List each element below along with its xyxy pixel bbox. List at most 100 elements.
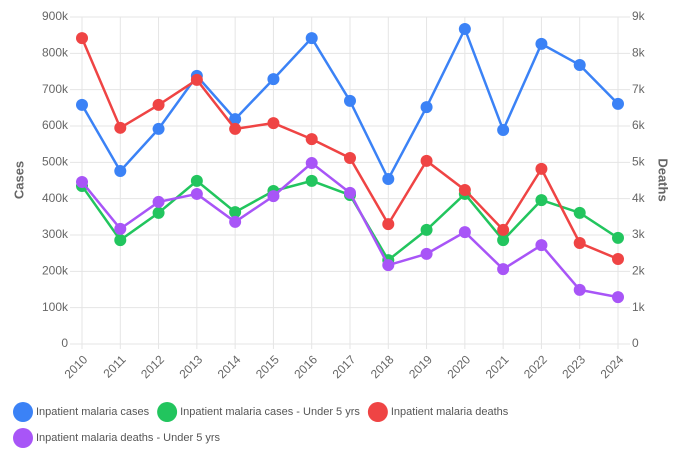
data-point (612, 97, 624, 110)
data-point (344, 151, 356, 164)
x-tick-label: 2017 (330, 352, 359, 381)
data-point (305, 133, 318, 146)
y-tick-label: 200k (42, 264, 69, 278)
legend-item: Inpatient malaria cases (13, 402, 150, 422)
legend-item: Inpatient malaria deaths - Under 5 yrs (13, 428, 221, 448)
data-point (190, 174, 203, 187)
data-point (420, 247, 433, 260)
data-point (76, 175, 88, 188)
data-point (612, 291, 624, 304)
data-point (267, 190, 280, 203)
y-tick-label: 300k (42, 227, 69, 241)
y2-tick-label: 6k (632, 118, 646, 132)
data-point (114, 165, 127, 178)
data-point (458, 22, 471, 35)
legend-swatch (13, 402, 33, 422)
y2-tick-label: 7k (632, 82, 646, 96)
data-point (152, 206, 165, 219)
data-point (420, 101, 433, 114)
x-tick-label: 2012 (138, 352, 167, 381)
y2-tick-label: 9k (632, 9, 646, 23)
y2-tick-label: 8k (632, 46, 646, 60)
data-point (382, 218, 395, 231)
legend-swatch (13, 428, 33, 448)
x-tick-label: 2010 (62, 352, 91, 381)
y2-tick-label: 2k (632, 264, 646, 278)
x-tick-label: 2022 (521, 352, 550, 381)
data-point (267, 117, 280, 130)
data-point (382, 259, 395, 272)
legend-label: Inpatient malaria deaths (391, 406, 509, 418)
y-axis-title: Cases (11, 161, 26, 199)
data-point (229, 122, 242, 135)
data-point (305, 174, 318, 187)
x-tick-label: 2014 (215, 352, 244, 381)
legend-item: Inpatient malaria cases - Under 5 yrs (157, 402, 360, 422)
legend-label: Inpatient malaria cases - Under 5 yrs (180, 406, 360, 418)
y2-axis-title: Deaths (656, 158, 671, 201)
x-tick-label: 2020 (444, 352, 473, 381)
data-point (114, 121, 127, 134)
data-point (535, 37, 548, 50)
data-point (535, 194, 548, 207)
data-point (497, 263, 510, 276)
y-tick-label: 100k (42, 300, 69, 314)
y2-tick-label: 0 (632, 336, 639, 350)
x-tick-label: 2023 (559, 352, 588, 381)
data-point (305, 32, 318, 45)
data-point (535, 162, 548, 175)
data-point (535, 239, 548, 252)
y2-tick-label: 1k (632, 300, 646, 314)
x-tick-label: 2011 (100, 352, 128, 380)
data-point (114, 222, 127, 235)
data-point (229, 113, 242, 126)
x-tick-label: 2024 (598, 352, 627, 381)
data-point (573, 236, 586, 249)
data-point (573, 58, 586, 71)
data-point (497, 223, 510, 236)
data-point (76, 98, 88, 111)
data-point (229, 215, 242, 228)
data-point (190, 187, 203, 200)
y2-tick-label: 4k (632, 191, 646, 205)
data-point (76, 32, 88, 45)
y-tick-label: 800k (42, 46, 69, 60)
data-point (190, 73, 203, 86)
x-tick-label: 2021 (483, 352, 512, 381)
legend-swatch (157, 402, 178, 422)
legend-item: Inpatient malaria deaths (367, 402, 509, 422)
x-tick-label: 2013 (176, 352, 205, 381)
data-point (344, 94, 356, 107)
data-point (267, 73, 280, 86)
data-point (497, 123, 510, 136)
y-tick-label: 900k (42, 9, 69, 23)
data-point (152, 195, 165, 208)
x-tick-label: 2015 (253, 352, 282, 381)
legend-swatch (367, 402, 388, 422)
y-tick-label: 0 (61, 336, 68, 350)
data-point (458, 183, 471, 196)
data-point (573, 206, 586, 219)
y-tick-label: 500k (42, 155, 69, 169)
data-point (229, 206, 242, 219)
legend-label: Inpatient malaria cases (36, 406, 150, 418)
y2-tick-label: 5k (632, 155, 646, 169)
data-point (458, 226, 471, 239)
data-point (420, 154, 433, 167)
data-point (344, 186, 356, 199)
data-point (612, 231, 624, 244)
data-point (305, 157, 318, 170)
y2-tick-label: 3k (632, 227, 646, 241)
data-point (382, 173, 395, 186)
y-tick-label: 400k (42, 191, 69, 205)
data-point (420, 223, 433, 236)
x-tick-label: 2018 (368, 352, 397, 381)
data-point (497, 234, 510, 247)
data-point (114, 234, 127, 247)
legend-label: Inpatient malaria deaths - Under 5 yrs (36, 432, 221, 444)
data-point (152, 98, 165, 111)
data-point (573, 283, 586, 296)
y-tick-label: 700k (42, 82, 69, 96)
